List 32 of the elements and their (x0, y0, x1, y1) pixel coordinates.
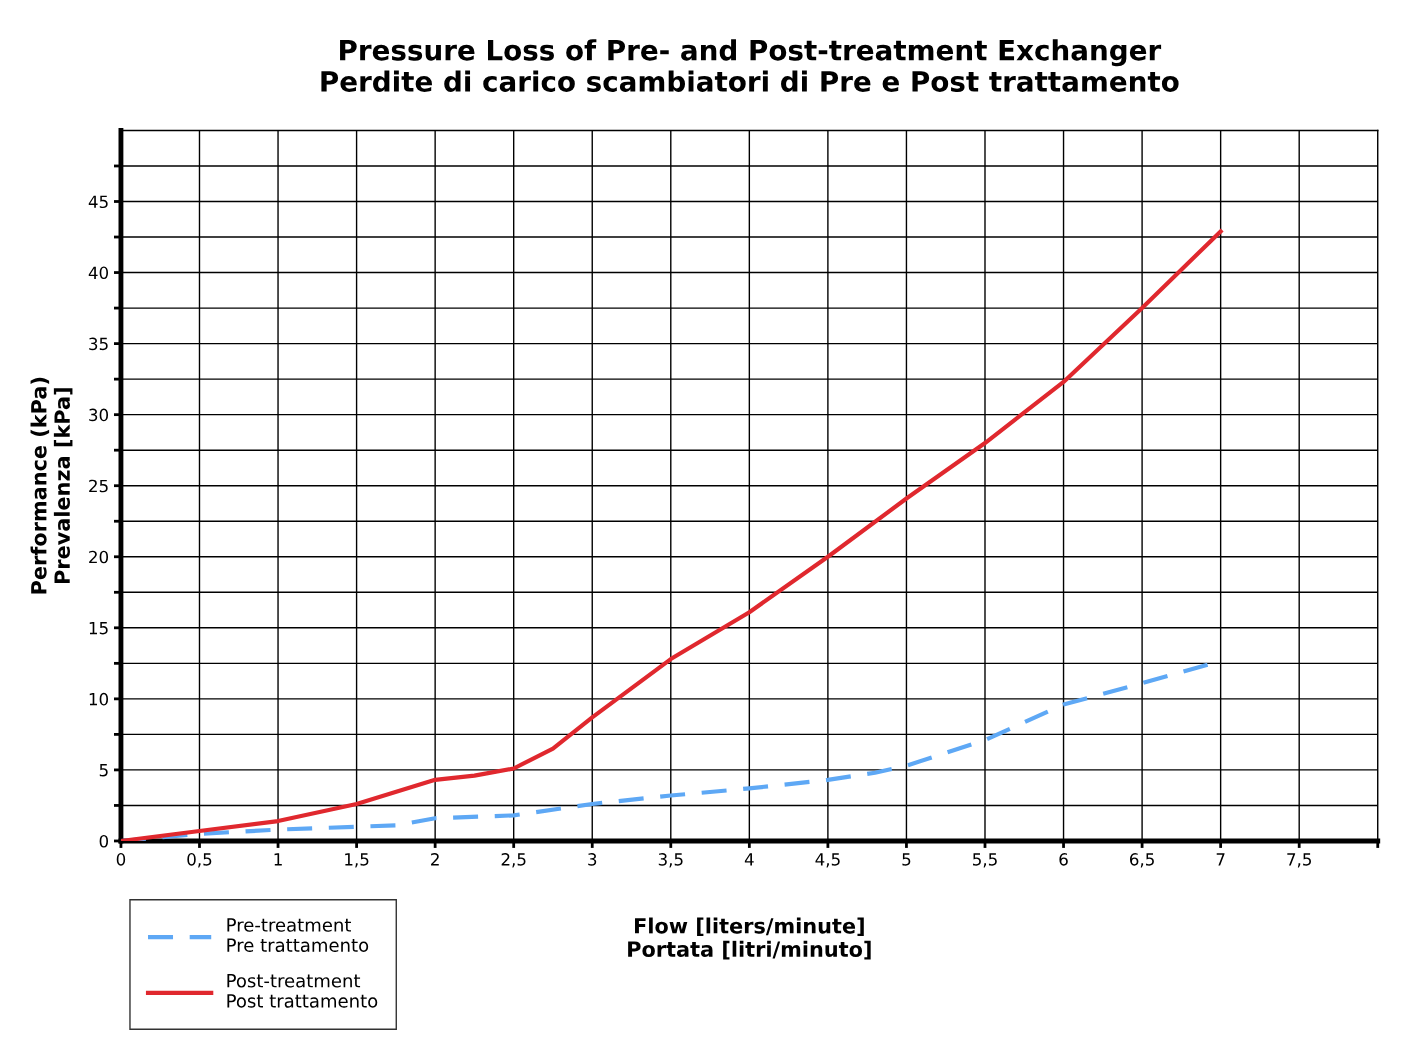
x-tick-label: 4,5 (815, 853, 840, 868)
x-tick-label: 7,5 (1287, 853, 1311, 868)
y-tick-label: 0 (99, 834, 109, 848)
x-tick-label: 1,5 (345, 853, 369, 868)
x-tick-label: 2,5 (501, 853, 526, 868)
y-tick-label: 30 (89, 408, 109, 422)
y-tick-label: 20 (89, 550, 109, 564)
legend-label: Post-treatment Post trattamento (227, 974, 378, 1008)
x-tick-label: 5,5 (973, 853, 997, 868)
y-tick-label: 35 (89, 337, 108, 351)
x-tick-label: 6 (1059, 853, 1068, 866)
x-tick-label: 0 (116, 853, 126, 866)
x-tick-label: 1 (274, 853, 282, 866)
x-tick-label: 5 (902, 853, 911, 866)
y-tick-label: 40 (88, 266, 109, 280)
y-tick-label: 10 (89, 692, 109, 706)
line-series (120, 229, 1223, 841)
x-tick-label: 3 (588, 853, 597, 866)
legend-label: Pre-treatment Pre trattamento (227, 918, 369, 952)
x-axis-title: Flow [liters/minute] Portata [litri/minuto] (628, 917, 871, 960)
x-tick-label: 3,5 (658, 853, 683, 868)
x-tick-label: 7 (1216, 853, 1225, 866)
y-tick-label: 25 (89, 479, 108, 493)
y-tick-label: 45 (88, 195, 108, 209)
chart-title: Pressure Loss of Pre- and Post-treatment Exchanger Perdite di carico scambiatori di Pre e Post trattamento (321, 39, 1179, 92)
y-axis-title: Performance (kPa) Prevalenza [kPa] (30, 377, 73, 594)
x-tick-label: 0,5 (187, 853, 212, 868)
y-tick-label: 5 (99, 764, 108, 777)
x-tick-label: 4 (744, 853, 754, 866)
y-tick-label: 15 (89, 621, 108, 635)
x-tick-label: 6,5 (1130, 853, 1154, 868)
x-tick-label: 2 (431, 853, 439, 866)
